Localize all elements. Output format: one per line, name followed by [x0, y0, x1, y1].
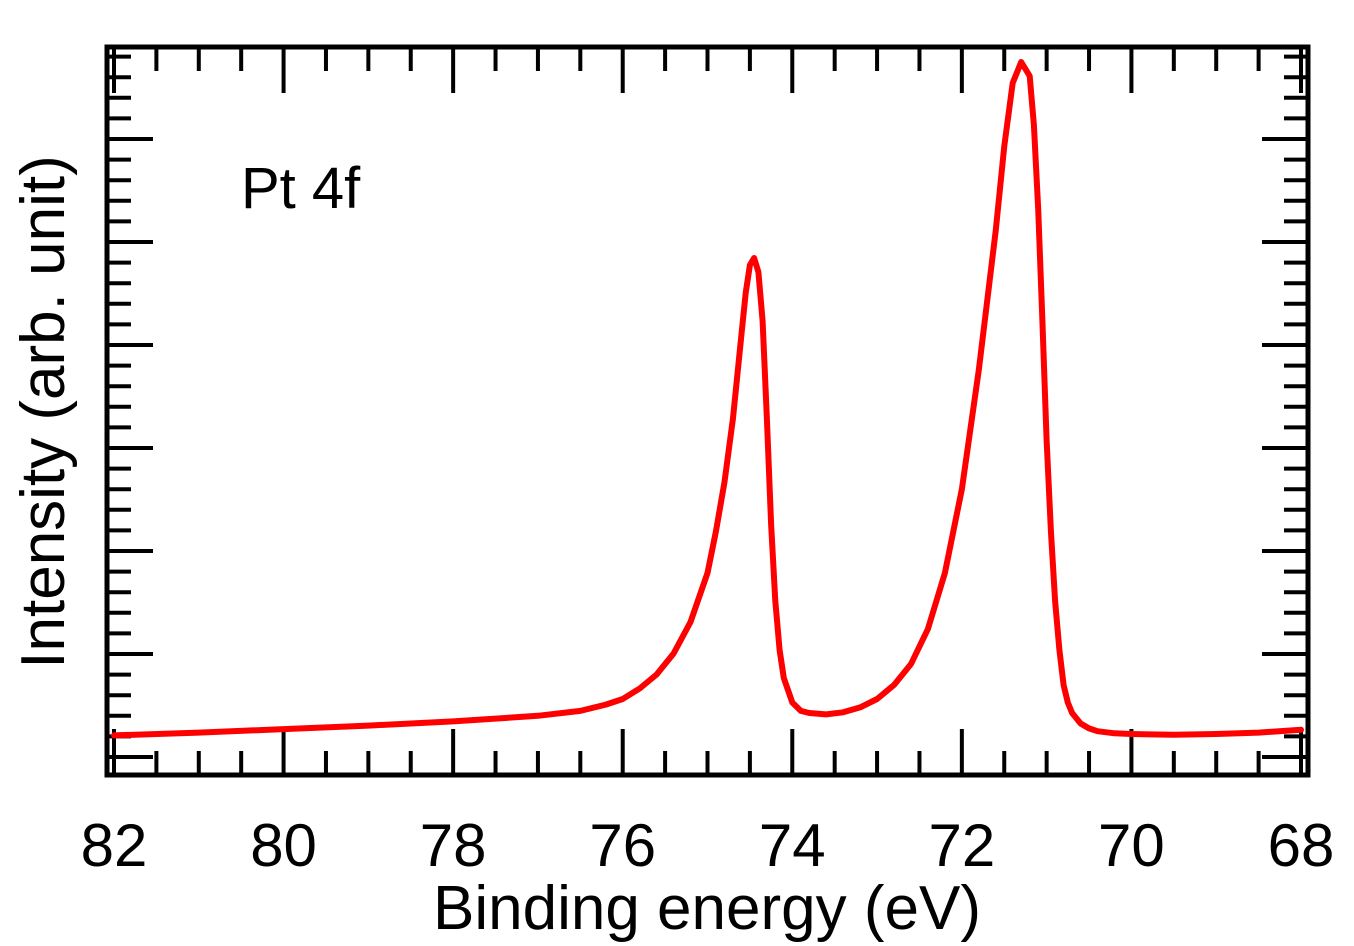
x-tick-label: 82 — [81, 812, 148, 879]
x-tick-label: 80 — [250, 812, 317, 879]
x-tick-label: 76 — [589, 812, 656, 879]
x-tick-label: 72 — [928, 812, 995, 879]
annotation-label: Pt 4f — [241, 156, 361, 221]
x-tick-label: 70 — [1098, 812, 1165, 879]
x-tick-labels: 82 80 78 76 74 72 70 68 — [81, 812, 1335, 879]
x-tick-label: 68 — [1268, 812, 1335, 879]
x-tick-label: 74 — [759, 812, 826, 879]
x-axis-label: Binding energy (eV) — [433, 874, 981, 943]
axis-ticks — [107, 47, 1308, 775]
y-axis-label: Intensity (arb. unit) — [9, 155, 78, 668]
spectrum-line — [111, 59, 1304, 739]
x-tick-label: 78 — [420, 812, 487, 879]
